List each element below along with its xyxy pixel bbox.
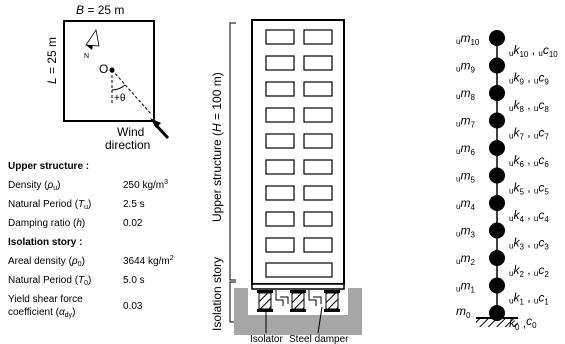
spring-label-6: uk4 , uc4 xyxy=(509,208,549,224)
mass-label-10: m0 xyxy=(456,304,471,320)
wind-label-line2: direction xyxy=(105,138,150,152)
window-4-1 xyxy=(265,107,295,123)
spring-label-9: uk1 , uc1 xyxy=(509,291,549,307)
window-9-1 xyxy=(265,237,295,253)
mass-node-7 xyxy=(489,222,505,239)
spring-label-0: uk10 , uc10 xyxy=(509,43,558,59)
window-6-1 xyxy=(265,159,295,175)
spring-label-2: uk8 , uc8 xyxy=(509,98,549,114)
mass-label-9: um1 xyxy=(456,279,475,295)
upper-structure-heading: Upper structure : xyxy=(8,161,89,172)
isolation-story-heading: Isolation story : xyxy=(8,237,82,248)
wind-arrow-icon xyxy=(150,118,170,140)
isolation-story-bracket xyxy=(229,281,236,323)
areal-density-label: Areal density (ρ0) xyxy=(8,256,85,268)
building-elevation: Upper structure (H = 100 m) Isolation st… xyxy=(210,19,362,344)
upper-structure-label: Upper structure (H = 100 m) xyxy=(210,72,224,222)
mass-label-1: um9 xyxy=(456,59,475,75)
plan-width-label: B = 25 m xyxy=(76,3,124,17)
spring-label-1: uk9 , uc9 xyxy=(509,71,549,87)
steel-damper-left xyxy=(275,290,289,306)
mass-label-6: um4 xyxy=(456,196,475,212)
window-9-2 xyxy=(303,237,333,253)
window-8-2 xyxy=(303,211,333,227)
window-1-1 xyxy=(265,29,295,45)
mass-label-4: um6 xyxy=(456,141,475,157)
ground-support xyxy=(476,317,518,327)
isolation-period-label: Natural Period (T0) xyxy=(8,275,91,287)
damper-callout-line xyxy=(317,306,323,334)
isolator-right xyxy=(324,290,340,312)
window-6-2 xyxy=(303,159,333,175)
base-slab xyxy=(251,283,345,290)
window-5-1 xyxy=(265,133,295,149)
areal-density-value: 3644 kg/m2 xyxy=(123,255,174,267)
yield-label-line2: coefficient (αdy) xyxy=(8,307,75,319)
spring-label-5: uk5 , uc5 xyxy=(509,181,549,197)
plan-view: B = 25 m L = 25 m N O +θ Wind direction xyxy=(45,3,170,152)
angle-label: +θ xyxy=(114,93,126,104)
wind-dashed-line xyxy=(111,69,153,116)
north-arrow-icon: N xyxy=(84,28,100,60)
parameters-table: Upper structure : Density (ρu) 250 kg/m3… xyxy=(8,161,174,319)
angle-arc xyxy=(111,84,126,91)
mass-node-9 xyxy=(489,277,505,294)
mass-label-0: um10 xyxy=(456,31,480,47)
wind-label-line1: Wind xyxy=(117,125,144,139)
mass-node-6 xyxy=(489,195,505,211)
plan-outline xyxy=(63,20,155,122)
mass-node-4 xyxy=(489,140,505,156)
density-value: 250 kg/m3 xyxy=(123,179,168,191)
window-3-1 xyxy=(265,81,295,97)
window-3-2 xyxy=(303,81,333,97)
mass-node-5 xyxy=(489,167,505,184)
building-windows xyxy=(265,29,333,278)
upper-period-label: Natural Period (Tu) xyxy=(8,199,91,211)
mass-node-0 xyxy=(489,30,505,46)
window-5-2 xyxy=(303,133,333,149)
mass-node-1 xyxy=(489,57,505,74)
steel-damper-label: Steel damper xyxy=(289,334,349,344)
mass-label-2: um8 xyxy=(456,86,475,102)
mass-label-5: um5 xyxy=(456,169,475,185)
mass-label-8: um2 xyxy=(456,251,475,267)
isolation-story-label: Isolation story xyxy=(210,257,224,331)
window-4-2 xyxy=(303,107,333,123)
window-8-1 xyxy=(265,211,295,227)
mass-label-7: um3 xyxy=(456,224,475,240)
spring-label-4: uk6 , uc6 xyxy=(509,153,549,169)
isolator-left xyxy=(257,290,273,312)
damping-label: Damping ratio (h) xyxy=(8,218,85,229)
lumped-mass-model: um10 um9 um8 um7 um6 um5 um4 um3 um2 um1 m0 uk10 ,… xyxy=(456,30,558,332)
mass-node-8 xyxy=(489,250,505,266)
mass-node-3 xyxy=(489,112,505,129)
window-7-1 xyxy=(265,185,295,201)
yield-value: 0.03 xyxy=(123,301,143,312)
window-2-1 xyxy=(265,55,295,71)
spring-label-8: uk2 , uc2 xyxy=(509,263,549,279)
isolator-center xyxy=(290,290,306,312)
steel-damper-right xyxy=(308,290,322,306)
upper-structure-bracket xyxy=(229,22,236,281)
upper-period-value: 2.5 s xyxy=(123,199,145,210)
mass-label-3: um7 xyxy=(456,114,475,130)
spring-label-7: uk3 , uc3 xyxy=(509,236,549,252)
origin-label: O xyxy=(99,62,108,76)
isolation-period-value: 5.0 s xyxy=(123,275,145,286)
spring-label-3: uk7 , uc7 xyxy=(509,126,549,142)
isolator-label: Isolator xyxy=(250,334,283,344)
plan-length-label: L = 25 m xyxy=(45,37,59,84)
density-label: Density (ρu) xyxy=(8,180,60,192)
yield-label-line1: Yield shear force xyxy=(8,294,83,305)
window-bottom xyxy=(265,262,333,278)
window-2-2 xyxy=(303,55,333,71)
mass-node-2 xyxy=(489,85,505,101)
window-7-2 xyxy=(303,185,333,201)
window-1-2 xyxy=(303,29,333,45)
north-label: N xyxy=(84,53,89,60)
damping-value: 0.02 xyxy=(123,218,143,229)
